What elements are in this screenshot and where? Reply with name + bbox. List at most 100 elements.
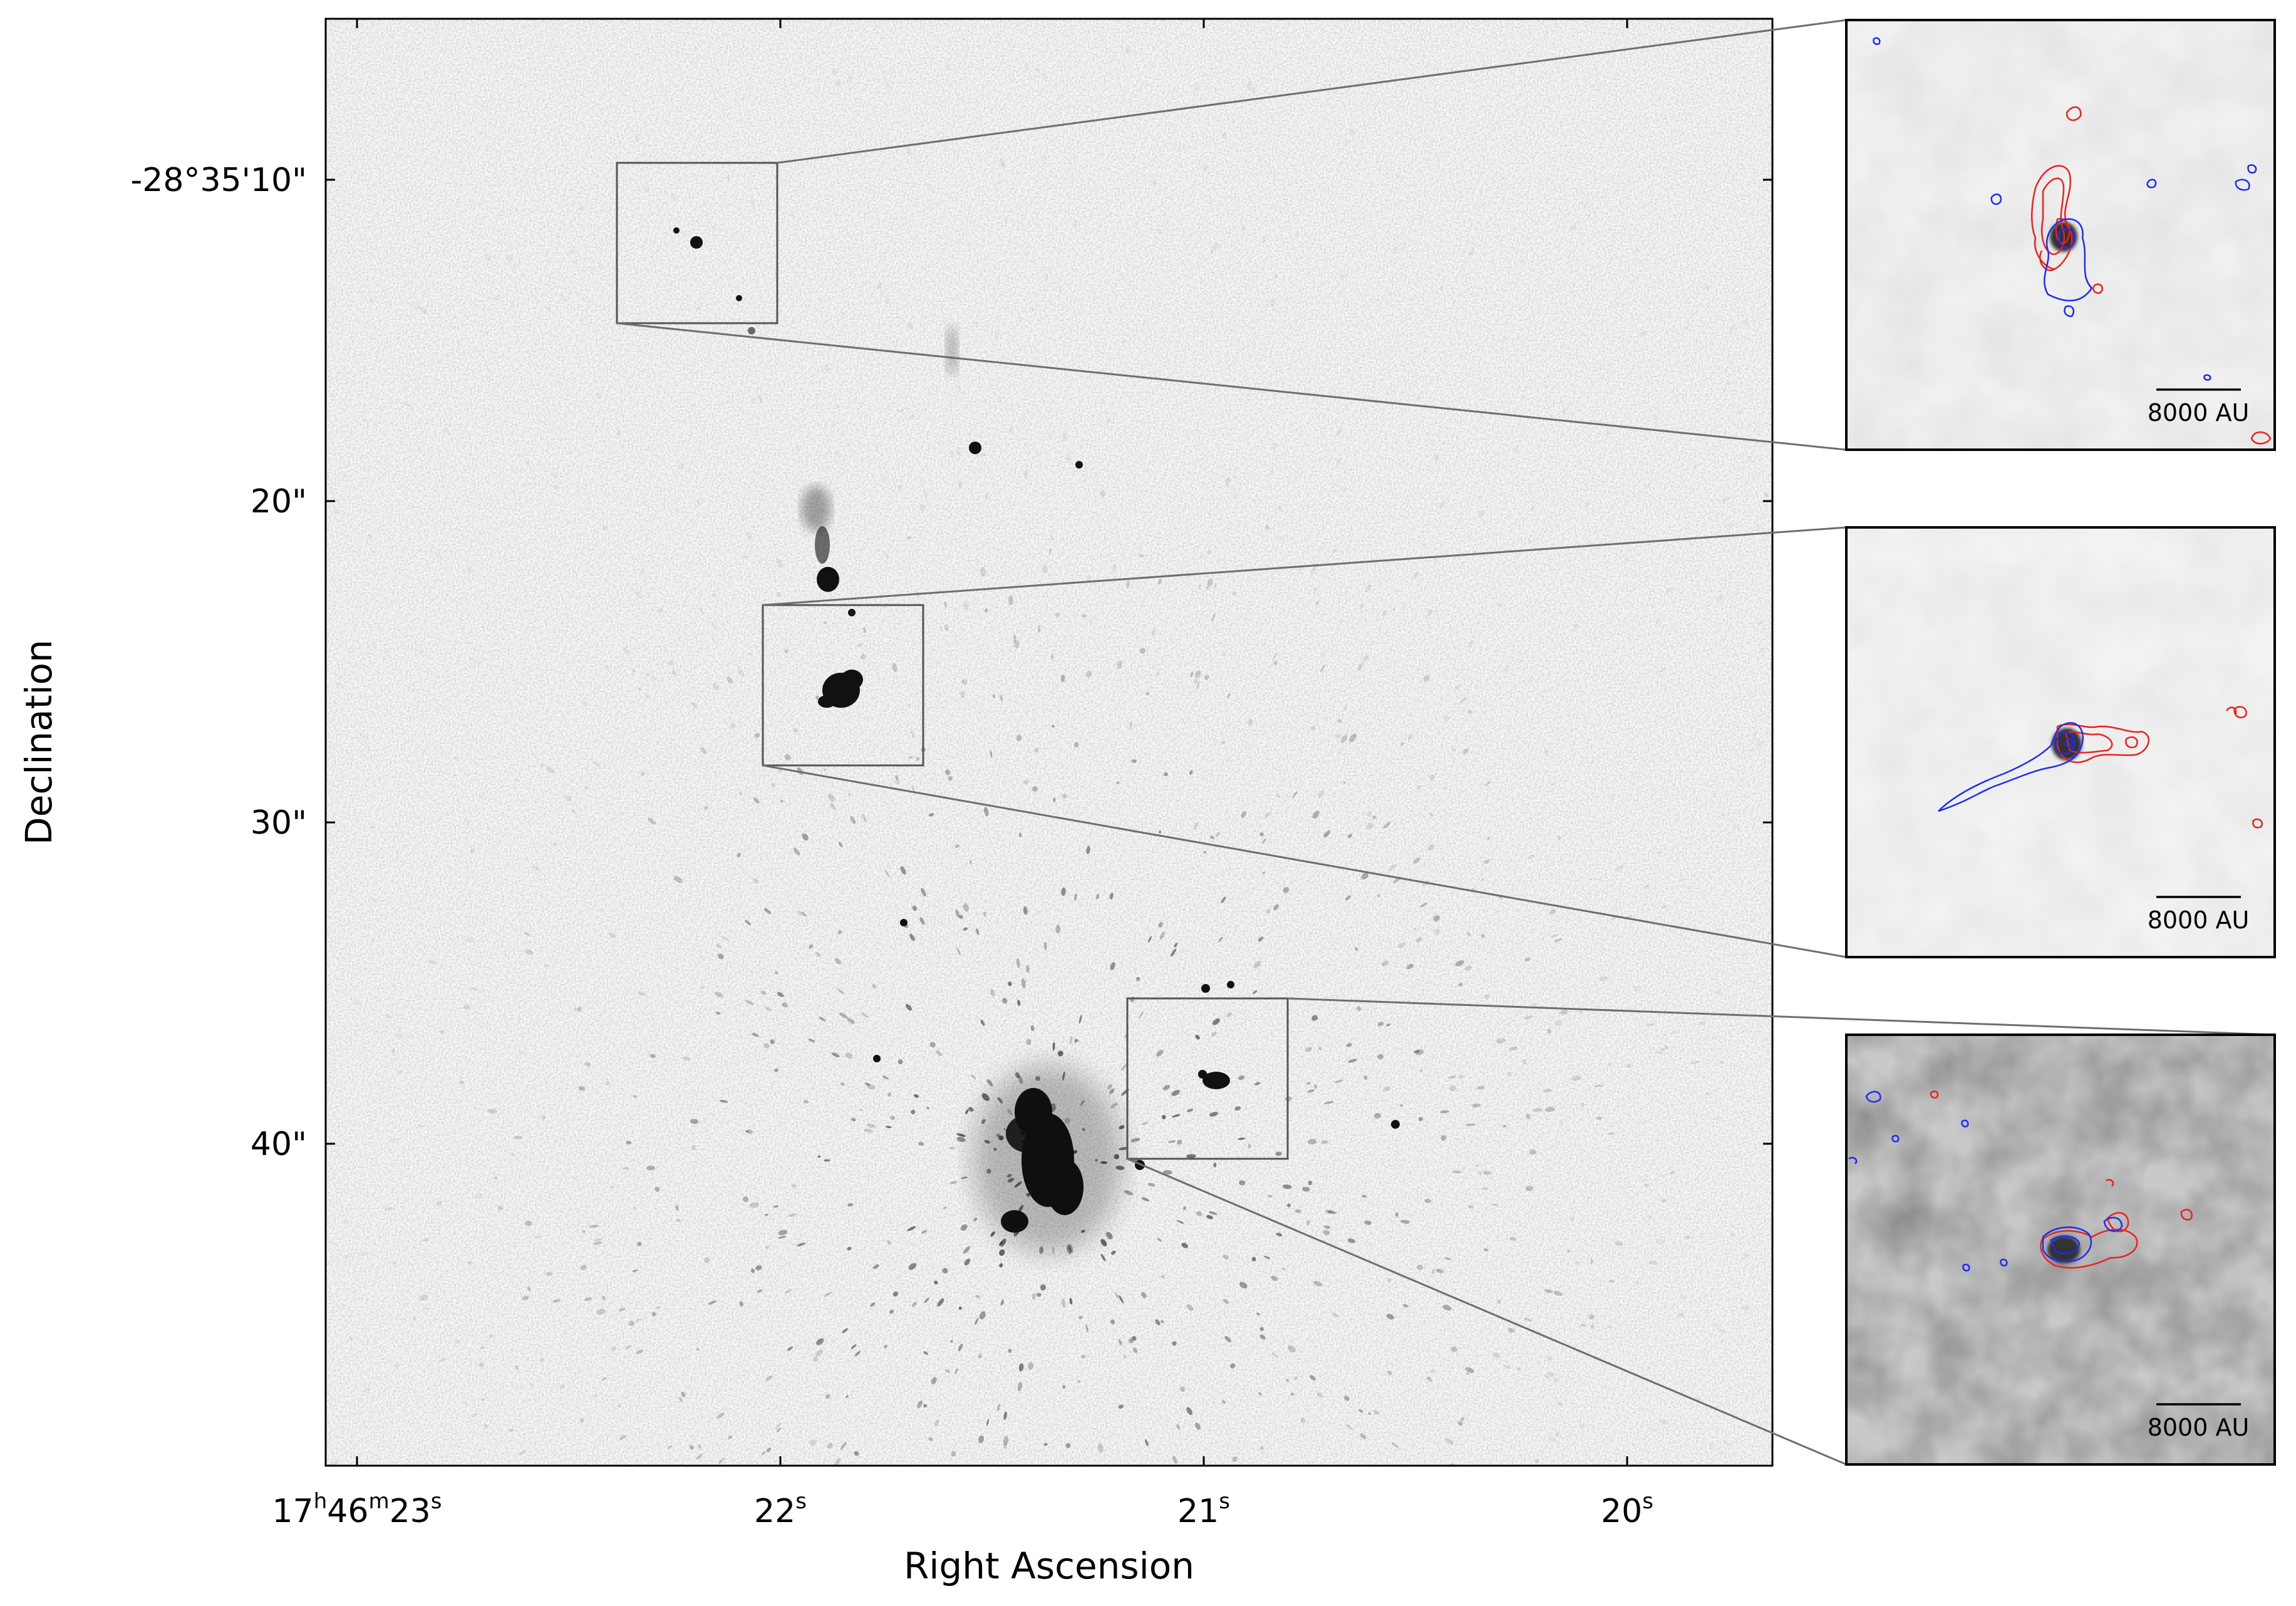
noise-speckle [861, 1012, 869, 1018]
noise-speckle [1737, 410, 1743, 415]
noise-speckle [1323, 830, 1331, 838]
noise-speckle [1392, 608, 1395, 611]
noise-speckle [955, 909, 960, 918]
blue-contours-3 [1848, 1091, 2123, 1272]
noise-speckle [704, 1257, 710, 1263]
noise-speckle [1002, 998, 1008, 1004]
noise-speckle [1447, 1075, 1457, 1079]
noise-speckle [1347, 1238, 1355, 1243]
noise-speckle [1444, 1257, 1451, 1260]
noise-speckle [682, 1057, 691, 1061]
noise-speckle [1452, 1170, 1461, 1174]
noise-speckle [778, 1235, 786, 1239]
noise-speckle [770, 1039, 775, 1044]
noise-speckle [546, 305, 551, 311]
noise-speckle [1148, 936, 1152, 943]
noise-speckle [1119, 1295, 1124, 1303]
noise-speckle [1444, 786, 1447, 790]
noise-speckle [851, 1344, 857, 1350]
noise-speckle [635, 591, 643, 599]
noise-speckle [484, 1424, 488, 1429]
noise-speckle [348, 1335, 354, 1341]
noise-speckle [1041, 155, 1048, 162]
noise-speckle [611, 1186, 614, 1189]
noise-speckle [696, 500, 701, 505]
noise-speckle [681, 1392, 686, 1397]
noise-speckle [658, 608, 663, 613]
noise-speckle [1440, 1110, 1449, 1114]
noise-speckle [744, 556, 748, 559]
noise-speckle [708, 1300, 716, 1305]
noise-speckle [1716, 594, 1724, 601]
noise-speckle [1655, 619, 1662, 624]
noise-speckle [1310, 726, 1316, 731]
noise-speckle [1362, 1194, 1367, 1198]
noise-speckle [384, 1207, 395, 1211]
noise-speckle [1524, 957, 1531, 961]
noise-speckle [1000, 1299, 1004, 1306]
zoom-box-2 [762, 604, 924, 767]
noise-speckle [1135, 977, 1140, 982]
noise-speckle [698, 606, 704, 614]
noise-speckle [1714, 991, 1721, 995]
noise-speckle [608, 933, 616, 938]
noise-speckle [1346, 1043, 1352, 1047]
noise-speckle [701, 986, 704, 989]
noise-speckle [1464, 965, 1472, 971]
noise-speckle [646, 673, 649, 676]
noise-speckle [489, 1334, 494, 1338]
noise-speckle [1757, 621, 1762, 626]
noise-speckle [678, 1397, 683, 1402]
noise-speckle [1207, 202, 1212, 205]
noise-speckle [1533, 1108, 1543, 1112]
noise-speckle [775, 1422, 782, 1429]
noise-speckle [751, 1032, 759, 1037]
noise-speckle [961, 1176, 968, 1179]
noise-speckle [809, 944, 814, 949]
inset-panel-1: 8000 AU [1845, 19, 2276, 451]
noise-speckle [1740, 1305, 1750, 1310]
noise-speckle [1259, 832, 1264, 837]
noise-speckle [395, 851, 400, 855]
noise-speckle [1152, 626, 1156, 637]
noise-speckle [975, 321, 978, 328]
noise-speckle [1517, 1367, 1521, 1371]
noise-speckle [1273, 661, 1278, 665]
noise-speckle [1032, 786, 1038, 792]
noise-speckle [1024, 470, 1028, 479]
noise-speckle [1343, 1396, 1350, 1401]
inset-frame-3 [1845, 1034, 2276, 1466]
noise-speckle [1704, 1092, 1713, 1096]
noise-speckle [924, 490, 928, 498]
noise-speckle [1544, 1375, 1549, 1379]
noise-speckle [336, 681, 341, 687]
noise-speckle [1117, 660, 1122, 670]
noise-speckle [1685, 323, 1690, 329]
noise-speckle [819, 1017, 826, 1022]
noise-speckle [889, 1309, 894, 1314]
noise-speckle [391, 1048, 395, 1053]
y-tick-label-4: 40" [251, 1126, 307, 1163]
noise-speckle [1043, 71, 1047, 81]
noise-speckle [739, 792, 743, 795]
noise-speckle [1130, 1137, 1140, 1142]
noise-speckle [646, 1165, 655, 1171]
noise-speckle [773, 1205, 779, 1208]
noise-speckle [1747, 455, 1752, 460]
noise-speckle [440, 770, 446, 774]
noise-speckle [835, 80, 841, 86]
noise-speckle [939, 627, 942, 631]
noise-speckle [1525, 1186, 1533, 1191]
noise-speckle [391, 1052, 397, 1057]
noise-speckle [787, 1346, 794, 1351]
noise-speckle [391, 1261, 397, 1265]
noise-speckle [771, 783, 775, 787]
noise-speckle [1581, 1102, 1585, 1107]
noise-speckle [1013, 640, 1020, 648]
noise-speckle [1377, 1021, 1384, 1027]
noise-speckle [456, 1340, 459, 1344]
noise-speckle [1526, 676, 1534, 683]
noise-speckle [718, 953, 724, 960]
noise-speckle [1615, 1241, 1623, 1246]
noise-speckle [459, 1080, 464, 1084]
